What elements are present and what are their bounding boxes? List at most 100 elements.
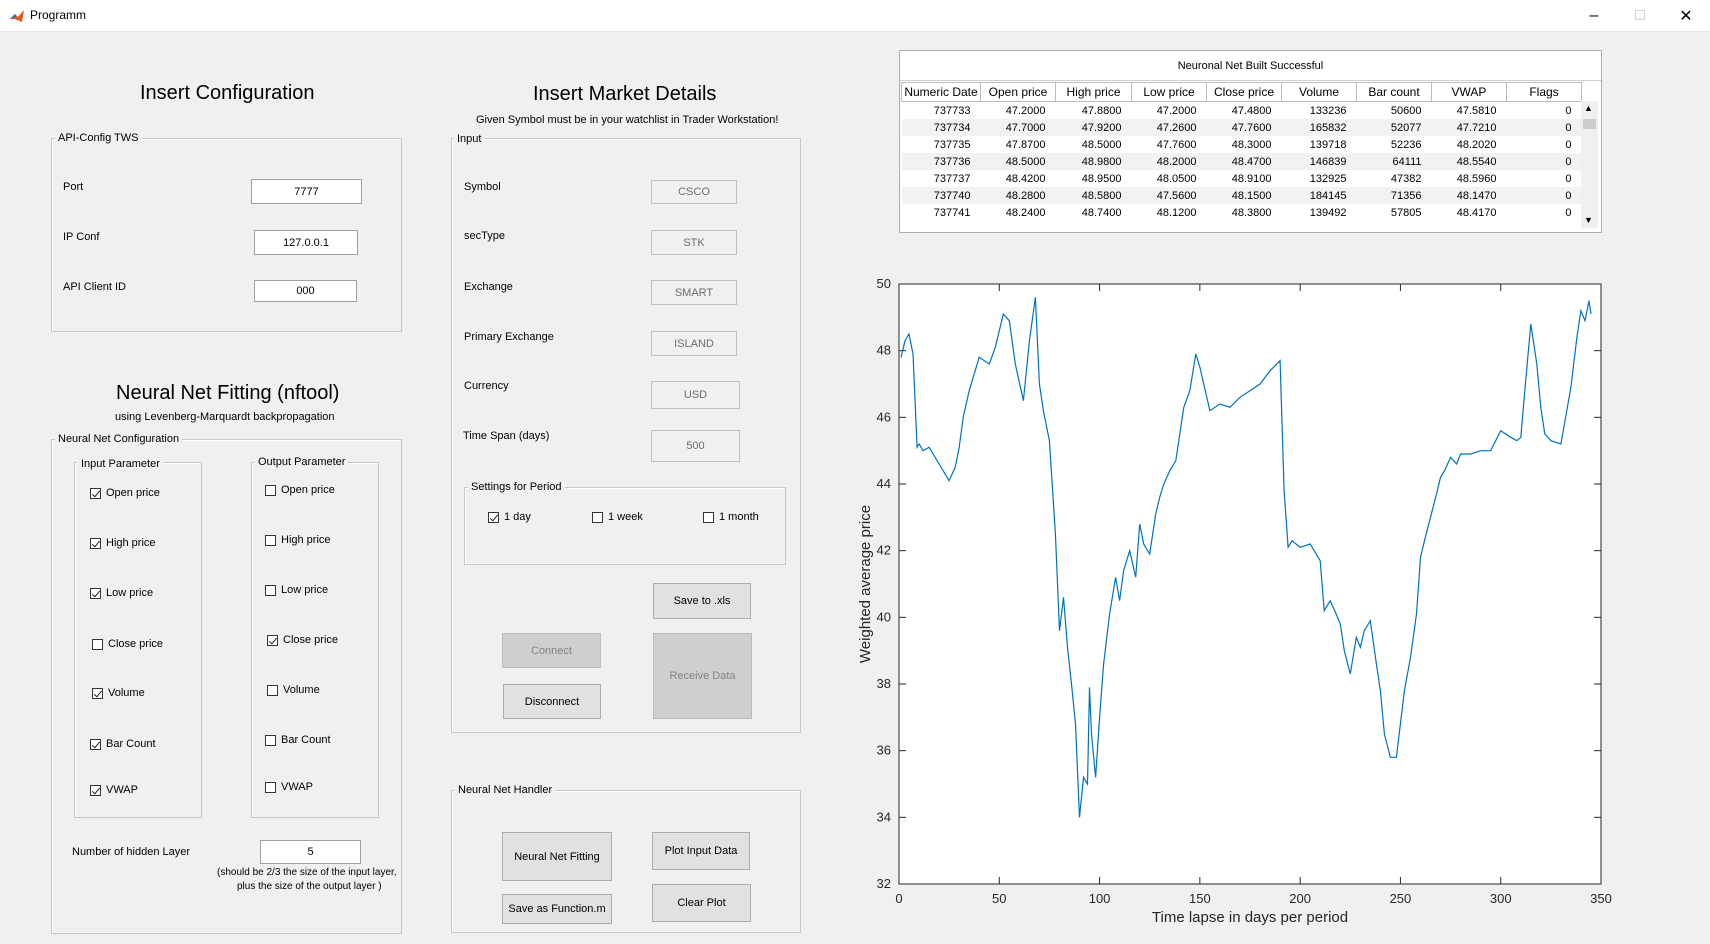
column-header[interactable]: Volume — [1281, 82, 1357, 102]
table-cell[interactable]: 48.3000 — [1231, 138, 1272, 151]
port-input[interactable]: 7777 — [251, 179, 362, 204]
checkbox-box[interactable] — [90, 738, 101, 750]
checkbox-box[interactable] — [265, 584, 276, 596]
output-checkbox-high-price[interactable]: High price — [265, 534, 331, 546]
receive-data-button[interactable]: Receive Data — [653, 633, 752, 719]
table-cell[interactable]: 47.7210 — [1431, 119, 1507, 136]
output-checkbox-vwap[interactable]: VWAP — [265, 781, 313, 793]
table-cell[interactable]: 0 — [1565, 172, 1572, 185]
scroll-thumb[interactable] — [1583, 119, 1596, 129]
table-cell[interactable]: 71356 — [1356, 187, 1432, 204]
period-checkbox-1-week[interactable]: 1 week — [592, 511, 643, 523]
plot-input-button[interactable]: Plot Input Data — [652, 832, 750, 870]
table-cell[interactable]: 48.9100 — [1231, 172, 1272, 185]
table-cell[interactable]: 737733 — [933, 104, 971, 117]
table-cell[interactable]: 737734 — [901, 119, 981, 136]
input-checkbox-vwap[interactable]: VWAP — [90, 784, 138, 796]
table-cell[interactable]: 48.5540 — [1431, 153, 1507, 170]
output-checkbox-open-price[interactable]: Open price — [265, 484, 335, 496]
hidden-layer-input[interactable]: 5 — [260, 840, 361, 864]
checkbox-box[interactable] — [265, 484, 276, 496]
table-row[interactable]: 737737 48.4200 48.9500 48.0500 48.9100 132925… — [902, 170, 1582, 187]
table-cell[interactable]: 57805 — [1390, 206, 1422, 219]
checkbox-box[interactable] — [90, 487, 101, 499]
table-cell[interactable]: 0 — [1565, 104, 1572, 117]
table-cell[interactable]: 48.0500 — [1156, 172, 1197, 185]
scroll-down-icon[interactable]: ▼ — [1584, 215, 1593, 225]
clear-plot-button[interactable]: Clear Plot — [652, 884, 751, 922]
table-cell[interactable]: 0 — [1506, 119, 1582, 136]
table-cell[interactable]: 48.2020 — [1456, 138, 1497, 151]
table-cell[interactable]: 47.8800 — [1081, 104, 1122, 117]
table-cell[interactable]: 48.5800 — [1055, 187, 1132, 204]
table-cell[interactable]: 47.2000 — [1156, 104, 1197, 117]
output-checkbox-close-price[interactable]: Close price — [267, 634, 338, 646]
column-header[interactable]: Open price — [980, 82, 1056, 102]
table-cell[interactable]: 146839 — [1281, 153, 1357, 170]
checkbox-box[interactable] — [267, 634, 278, 646]
table-cell[interactable]: 48.9500 — [1081, 172, 1122, 185]
checkbox-box[interactable] — [92, 687, 103, 699]
table-cell[interactable]: 737741 — [933, 206, 971, 219]
table-cell[interactable]: 165832 — [1281, 119, 1357, 136]
symbol-input[interactable]: CSCO — [651, 180, 737, 204]
checkbox-box[interactable] — [265, 734, 276, 746]
save-xls-button[interactable]: Save to .xls — [653, 583, 751, 619]
table-cell[interactable]: 48.2800 — [980, 187, 1056, 204]
table-cell[interactable]: 184145 — [1281, 187, 1357, 204]
column-header[interactable]: Flags — [1506, 82, 1582, 102]
table-cell[interactable]: 48.4700 — [1206, 153, 1282, 170]
checkbox-box[interactable] — [92, 638, 103, 650]
table-cell[interactable]: 47.5600 — [1131, 187, 1207, 204]
column-header[interactable]: Low price — [1131, 82, 1207, 102]
table-cell[interactable]: 47.7000 — [980, 119, 1056, 136]
table-cell[interactable]: 64111 — [1356, 153, 1432, 170]
table-cell[interactable]: 47.7600 — [1156, 138, 1197, 151]
checkbox-box[interactable] — [265, 781, 276, 793]
table-cell[interactable]: 48.9800 — [1055, 153, 1132, 170]
table-cell[interactable]: 47382 — [1390, 172, 1422, 185]
client-id-input[interactable]: 000 — [254, 280, 357, 302]
scroll-up-icon[interactable]: ▲ — [1584, 103, 1593, 113]
table-cell[interactable]: 48.1200 — [1156, 206, 1197, 219]
table-cell[interactable]: 133236 — [1309, 104, 1347, 117]
column-header[interactable]: Close price — [1206, 82, 1282, 102]
table-cell[interactable]: 48.2000 — [1131, 153, 1207, 170]
table-cell[interactable]: 52077 — [1356, 119, 1432, 136]
table-cell[interactable]: 47.2000 — [1005, 104, 1046, 117]
table-cell[interactable]: 50600 — [1390, 104, 1422, 117]
exchange-input[interactable]: SMART — [651, 280, 737, 305]
period-checkbox-1-day[interactable]: 1 day — [488, 511, 531, 523]
input-checkbox-high-price[interactable]: High price — [90, 537, 156, 549]
checkbox-box[interactable] — [267, 684, 278, 696]
checkbox-box[interactable] — [265, 534, 276, 546]
primary-exchange-input[interactable]: ISLAND — [651, 331, 737, 356]
table-cell[interactable]: 47.8700 — [1005, 138, 1046, 151]
save-function-button[interactable]: Save as Function.m — [502, 894, 612, 924]
ip-input[interactable]: 127.0.0.1 — [254, 230, 358, 255]
table-cell[interactable]: 48.1470 — [1431, 187, 1507, 204]
table-row[interactable]: 737734 47.7000 47.9200 47.2600 47.7600 165832… — [901, 119, 1582, 136]
column-header[interactable]: VWAP — [1431, 82, 1507, 102]
output-checkbox-bar-count[interactable]: Bar Count — [265, 734, 331, 746]
table-cell[interactable]: 139492 — [1309, 206, 1347, 219]
input-checkbox-open-price[interactable]: Open price — [90, 487, 160, 499]
table-cell[interactable]: 48.3800 — [1231, 206, 1272, 219]
input-checkbox-low-price[interactable]: Low price — [90, 587, 153, 599]
table-cell[interactable]: 47.9200 — [1055, 119, 1132, 136]
table-cell[interactable]: 48.7400 — [1081, 206, 1122, 219]
maximize-button[interactable]: □ — [1635, 6, 1645, 24]
table-cell[interactable]: 47.7600 — [1206, 119, 1282, 136]
table-cell[interactable]: 132925 — [1309, 172, 1347, 185]
table-cell[interactable]: 0 — [1565, 206, 1572, 219]
table-cell[interactable]: 139718 — [1309, 138, 1347, 151]
table-cell[interactable]: 0 — [1506, 153, 1582, 170]
table-cell[interactable]: 48.5960 — [1456, 172, 1497, 185]
input-checkbox-volume[interactable]: Volume — [92, 687, 145, 699]
period-checkbox-1-month[interactable]: 1 month — [703, 511, 759, 523]
table-cell[interactable]: 48.2400 — [1005, 206, 1046, 219]
table-cell[interactable]: 47.5810 — [1456, 104, 1497, 117]
table-cell[interactable]: 48.4200 — [1005, 172, 1046, 185]
nn-fitting-button[interactable]: Neural Net Fitting — [502, 832, 612, 881]
checkbox-box[interactable] — [90, 784, 101, 796]
